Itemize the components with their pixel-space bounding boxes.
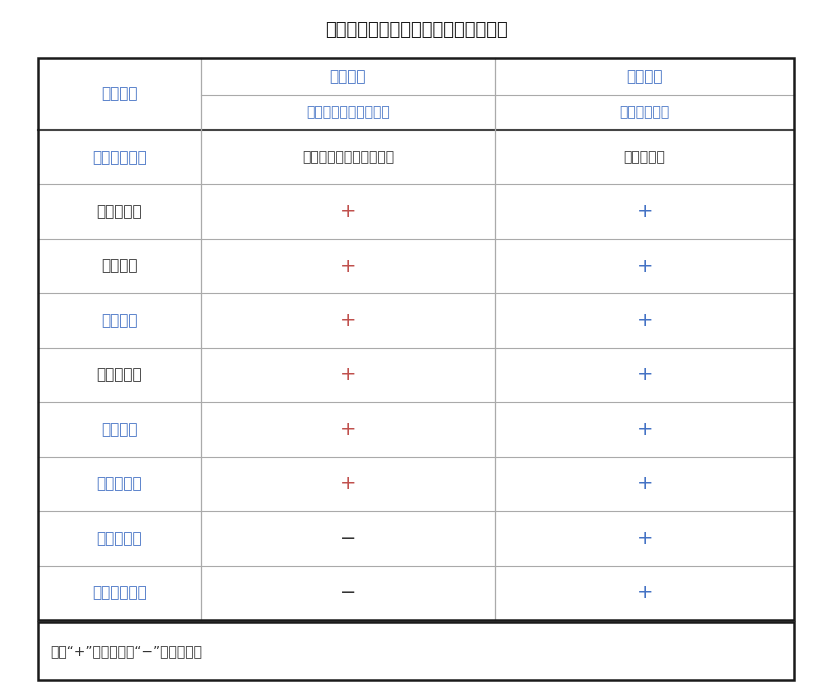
Text: 注：“+”表示阳性，“−”表示阴性。: 注：“+”表示阳性，“−”表示阴性。 bbox=[50, 644, 202, 658]
Text: 灰色、灰黑色或黑色菌落: 灰色、灰黑色或黑色菌落 bbox=[302, 150, 394, 164]
Text: +: + bbox=[339, 420, 356, 439]
Text: +: + bbox=[636, 475, 653, 493]
Bar bbox=[38, 622, 794, 680]
Text: +: + bbox=[339, 202, 356, 221]
Text: 苦杏仁苷利用: 苦杏仁苷利用 bbox=[92, 585, 146, 600]
Text: 淀粉水解: 淀粉水解 bbox=[101, 313, 137, 328]
Text: 阳性菌株: 阳性菌株 bbox=[329, 69, 366, 84]
Text: +: + bbox=[339, 365, 356, 385]
Text: +: + bbox=[636, 365, 653, 385]
Text: +: + bbox=[339, 475, 356, 493]
Text: 酪氨酸培养基: 酪氨酸培养基 bbox=[92, 150, 146, 164]
Text: +: + bbox=[636, 311, 653, 330]
Text: 阴性、阳性菌株应呈现的生化反应结果: 阴性、阳性菌株应呈现的生化反应结果 bbox=[324, 21, 508, 39]
Text: 甘露醇利用: 甘露醇利用 bbox=[97, 531, 142, 546]
Text: 甘露糖利用: 甘露糖利用 bbox=[97, 476, 142, 491]
Text: 地衣芽孢杆菌: 地衣芽孢杆菌 bbox=[620, 105, 670, 120]
Text: +: + bbox=[339, 257, 356, 276]
Bar bbox=[38, 58, 794, 620]
Text: +: + bbox=[636, 420, 653, 439]
Text: −: − bbox=[339, 583, 356, 602]
Text: 革兰氏染色: 革兰氏染色 bbox=[97, 204, 142, 219]
Text: 芽孢染色: 芽孢染色 bbox=[101, 259, 137, 274]
Text: −: − bbox=[339, 529, 356, 548]
Text: 阴性菌株: 阴性菌株 bbox=[626, 69, 663, 84]
Text: 特征指标: 特征指标 bbox=[101, 87, 137, 102]
Text: 硝酸盐还原: 硝酸盐还原 bbox=[97, 367, 142, 383]
Text: +: + bbox=[636, 583, 653, 602]
Text: +: + bbox=[636, 257, 653, 276]
Text: 乳白色菌落: 乳白色菌落 bbox=[624, 150, 666, 164]
Text: +: + bbox=[339, 311, 356, 330]
Text: 枯草芽孢杆菌黑色变种: 枯草芽孢杆菌黑色变种 bbox=[306, 105, 390, 120]
Text: +: + bbox=[636, 529, 653, 548]
Text: 甘油利用: 甘油利用 bbox=[101, 422, 137, 437]
Text: +: + bbox=[636, 202, 653, 221]
